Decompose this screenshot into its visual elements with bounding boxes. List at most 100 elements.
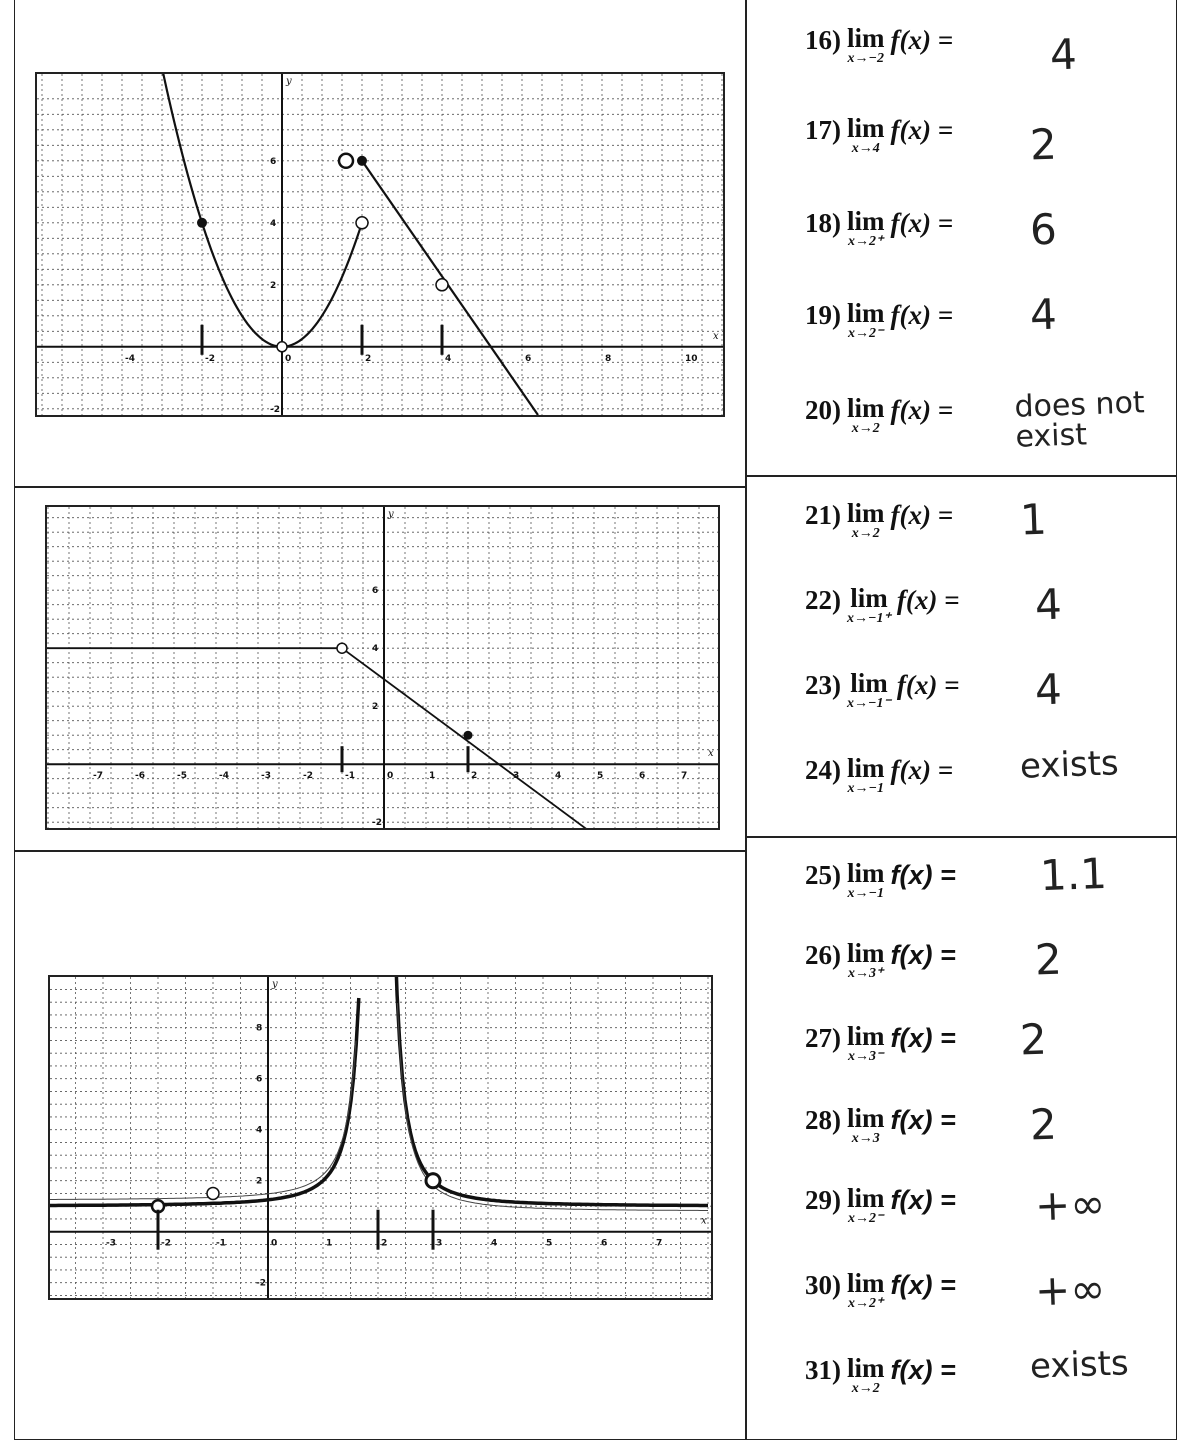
- limit-operator: lim x→−1⁺: [847, 585, 891, 626]
- lim-word: lim: [847, 1021, 885, 1051]
- problem-22: 22) lim x→−1⁺ f(x) =: [805, 585, 959, 645]
- open-point: [337, 152, 355, 170]
- lim-word: lim: [847, 393, 885, 423]
- handwritten-answer-17: 2: [1029, 119, 1058, 170]
- x-tick-label: 1: [326, 1239, 332, 1249]
- limit-operator: lim x→−1: [847, 860, 885, 901]
- y-tick-label: 4: [256, 1126, 262, 1136]
- x-axis-label: x: [713, 331, 719, 342]
- handwritten-answer-21: 1: [1019, 494, 1048, 545]
- lim-word: lim: [847, 298, 885, 328]
- function-expression: f(x) =: [896, 670, 960, 700]
- lim-word: lim: [847, 498, 885, 528]
- handwritten-answer-20: does not exist: [1013, 385, 1146, 455]
- limit-operator: lim x→2⁻: [847, 300, 885, 341]
- graph-3-plot: -3 -2 -1 0 1 2 3 4 5 6 7 8 6 4 2 -2 x y: [50, 977, 711, 1298]
- x-tick-label: 2: [381, 1239, 387, 1249]
- problem-21: 21) lim x→2 f(x) =: [805, 500, 953, 560]
- limit-approach: x→2: [851, 421, 880, 436]
- problem-number: 26): [805, 940, 841, 970]
- function-expression: f(x) =: [890, 860, 956, 890]
- x-tick-label: -1: [345, 771, 355, 781]
- lim-word: lim: [850, 583, 888, 613]
- limit-operator: lim x→3⁻: [847, 1023, 885, 1064]
- problem-29: 29) lim x→2⁻ f(x) =: [805, 1185, 956, 1245]
- problem-number: 18): [805, 208, 841, 238]
- x-axis-label: x: [701, 1216, 707, 1227]
- limit-operator: lim x→2⁺: [847, 1270, 885, 1311]
- answers-cell-3: [745, 836, 1177, 1440]
- limit-approach: x→2⁻: [848, 1211, 884, 1226]
- limit-operator: lim x→−1: [847, 755, 885, 796]
- y-tick-label: 4: [270, 219, 276, 229]
- function-expression: f(x) =: [896, 585, 960, 615]
- graph-3: -3 -2 -1 0 1 2 3 4 5 6 7 8 6 4 2 -2 x y: [48, 975, 713, 1300]
- lim-word: lim: [850, 668, 888, 698]
- handwritten-answer-19: 4: [1029, 289, 1058, 340]
- open-point: [424, 1172, 442, 1190]
- x-tick-label: 2: [365, 354, 371, 364]
- x-tick-label: 10: [685, 354, 698, 364]
- limit-approach: x→−2: [847, 51, 884, 66]
- limit-operator: lim x→3⁺: [847, 940, 885, 981]
- problem-number: 17): [805, 115, 841, 145]
- limit-approach: x→3: [851, 1131, 880, 1146]
- closed-point: [463, 730, 473, 740]
- problem-27: 27) lim x→3⁻ f(x) =: [805, 1023, 956, 1083]
- open-point: [206, 1186, 220, 1201]
- answers-cell-1: [745, 0, 1177, 476]
- function-expression: f(x) =: [890, 1105, 956, 1135]
- x-tick-label: -7: [93, 771, 103, 781]
- x-tick-label: 4: [445, 354, 451, 364]
- open-point: [355, 216, 369, 230]
- y-tick-label: -2: [256, 1279, 266, 1289]
- limit-approach: x→−1: [847, 781, 884, 796]
- x-tick-label: -5: [177, 771, 187, 781]
- x-tick-label: -4: [125, 354, 135, 364]
- problem-number: 16): [805, 25, 841, 55]
- x-tick-label: -4: [219, 771, 229, 781]
- problem-number: 22): [805, 585, 841, 615]
- x-tick-label: -2: [161, 1239, 171, 1249]
- limit-approach: x→3⁻: [848, 1049, 884, 1064]
- lim-word: lim: [847, 1353, 885, 1383]
- limit-approach: x→−1⁻: [847, 696, 891, 711]
- closed-point: [197, 217, 207, 228]
- x-tick-label: 8: [605, 354, 611, 364]
- limit-approach: x→3⁺: [848, 966, 884, 981]
- function-expression: f(x) =: [890, 1355, 956, 1385]
- x-tick-label: -3: [261, 771, 271, 781]
- x-tick-label: 4: [555, 771, 561, 781]
- lim-word: lim: [847, 206, 885, 236]
- problem-30: 30) lim x→2⁺ f(x) =: [805, 1270, 956, 1330]
- x-tick-label: 7: [656, 1239, 662, 1249]
- x-axis-label: x: [708, 748, 714, 759]
- function-expression: f(x) =: [890, 25, 954, 55]
- y-tick-label: 2: [372, 702, 378, 712]
- graph-cell-3: [14, 850, 747, 1440]
- limit-operator: lim x→4: [847, 115, 885, 156]
- x-tick-label: 6: [601, 1239, 607, 1249]
- x-tick-label: 4: [491, 1239, 497, 1249]
- problem-18: 18) lim x→2⁺ f(x) =: [805, 208, 953, 268]
- problem-26: 26) lim x→3⁺ f(x) =: [805, 940, 956, 1000]
- problem-number: 25): [805, 860, 841, 890]
- problem-number: 27): [805, 1023, 841, 1053]
- curve-right: [394, 977, 708, 1208]
- function-expression: f(x) =: [890, 1185, 956, 1215]
- x-tick-label: -1: [216, 1239, 226, 1249]
- lim-word: lim: [847, 938, 885, 968]
- problem-19: 19) lim x→2⁻ f(x) =: [805, 300, 953, 360]
- problem-25: 25) lim x→−1 f(x) =: [805, 860, 956, 920]
- limit-approach: x→2⁻: [848, 326, 884, 341]
- handwritten-answer-16: 4: [1049, 29, 1078, 80]
- handwritten-answer-26: 2: [1034, 934, 1063, 985]
- problem-16: 16) lim x→−2 f(x) =: [805, 25, 953, 85]
- limit-approach: x→2: [851, 1381, 880, 1396]
- lim-word: lim: [847, 1268, 885, 1298]
- y-axis-label: y: [387, 509, 394, 520]
- limit-operator: lim x→2⁻: [847, 1185, 885, 1226]
- graph-1: -4 -2 0 2 4 6 8 10 6 4 2 -2 x y: [35, 72, 725, 417]
- x-tick-label: 2: [471, 771, 477, 781]
- limit-operator: lim x→3: [847, 1105, 885, 1146]
